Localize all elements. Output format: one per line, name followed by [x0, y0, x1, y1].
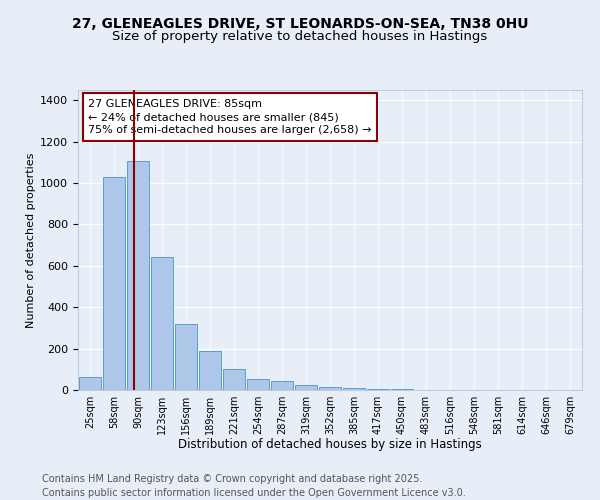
- Bar: [103, 177, 125, 390]
- Bar: [295, 385, 317, 390]
- Bar: [271, 380, 293, 390]
- Text: Contains HM Land Registry data © Crown copyright and database right 2025.
Contai: Contains HM Land Registry data © Crown c…: [42, 474, 466, 498]
- Bar: [247, 378, 269, 390]
- Bar: [343, 388, 365, 390]
- Text: 27, GLENEAGLES DRIVE, ST LEONARDS-ON-SEA, TN38 0HU: 27, GLENEAGLES DRIVE, ST LEONARDS-ON-SEA…: [72, 18, 528, 32]
- Bar: [319, 387, 341, 390]
- Text: 27 GLENEAGLES DRIVE: 85sqm
← 24% of detached houses are smaller (845)
75% of sem: 27 GLENEAGLES DRIVE: 85sqm ← 24% of deta…: [88, 99, 371, 136]
- Y-axis label: Number of detached properties: Number of detached properties: [26, 152, 36, 328]
- Bar: [367, 389, 389, 390]
- Bar: [223, 370, 245, 390]
- Bar: [79, 376, 101, 390]
- Bar: [175, 324, 197, 390]
- Bar: [127, 162, 149, 390]
- Text: Size of property relative to detached houses in Hastings: Size of property relative to detached ho…: [112, 30, 488, 43]
- X-axis label: Distribution of detached houses by size in Hastings: Distribution of detached houses by size …: [178, 438, 482, 452]
- Bar: [199, 350, 221, 390]
- Bar: [151, 256, 173, 390]
